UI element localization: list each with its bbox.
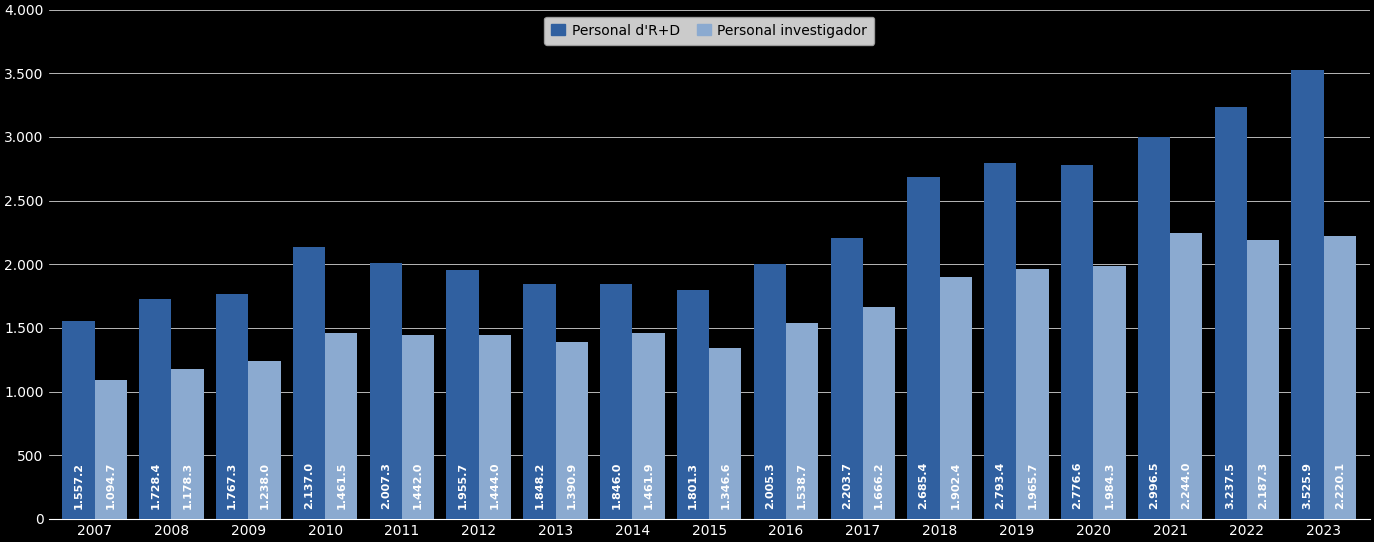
Text: 1.538.7: 1.538.7 bbox=[797, 462, 807, 509]
Bar bbox=[139, 299, 172, 519]
Bar bbox=[1292, 70, 1323, 519]
Bar bbox=[1061, 165, 1094, 519]
Bar bbox=[403, 335, 434, 519]
Bar bbox=[940, 277, 971, 519]
Text: 2.244.0: 2.244.0 bbox=[1182, 461, 1191, 509]
Bar bbox=[1171, 233, 1202, 519]
Bar bbox=[249, 362, 280, 519]
Bar bbox=[555, 342, 588, 519]
Bar bbox=[1248, 241, 1279, 519]
Bar bbox=[1215, 107, 1248, 519]
Text: 2.996.5: 2.996.5 bbox=[1149, 461, 1158, 509]
Text: 3.237.5: 3.237.5 bbox=[1226, 462, 1235, 509]
Text: 1.902.4: 1.902.4 bbox=[951, 461, 960, 509]
Bar bbox=[907, 177, 940, 519]
Text: 1.955.7: 1.955.7 bbox=[458, 462, 467, 509]
Text: 2.005.3: 2.005.3 bbox=[765, 462, 775, 509]
Bar bbox=[1017, 269, 1048, 519]
Bar bbox=[677, 289, 709, 519]
Text: 1.965.7: 1.965.7 bbox=[1028, 461, 1037, 509]
Bar bbox=[62, 321, 95, 519]
Bar bbox=[786, 323, 819, 519]
Bar bbox=[863, 307, 894, 519]
Text: 1.848.2: 1.848.2 bbox=[534, 461, 544, 509]
Bar bbox=[1323, 236, 1356, 519]
Bar bbox=[1094, 266, 1125, 519]
Bar bbox=[370, 263, 403, 519]
Text: 1.846.0: 1.846.0 bbox=[611, 461, 621, 509]
Bar bbox=[447, 270, 478, 519]
Text: 2.137.0: 2.137.0 bbox=[304, 462, 313, 509]
Text: 1.666.2: 1.666.2 bbox=[874, 461, 883, 509]
Text: 1.390.9: 1.390.9 bbox=[566, 462, 577, 509]
Text: 2.776.6: 2.776.6 bbox=[1072, 461, 1083, 509]
Text: 1.442.0: 1.442.0 bbox=[414, 461, 423, 509]
Bar bbox=[216, 294, 249, 519]
Text: 3.525.9: 3.525.9 bbox=[1303, 462, 1312, 509]
Text: 1.801.3: 1.801.3 bbox=[688, 462, 698, 509]
Bar bbox=[478, 335, 511, 519]
Text: 1.444.0: 1.444.0 bbox=[491, 461, 500, 509]
Text: 1.557.2: 1.557.2 bbox=[73, 462, 84, 509]
Text: 2.187.3: 2.187.3 bbox=[1259, 462, 1268, 509]
Text: 1.461.5: 1.461.5 bbox=[337, 461, 346, 509]
Bar bbox=[1138, 138, 1171, 519]
Text: 2.793.4: 2.793.4 bbox=[995, 461, 1006, 509]
Text: 1.461.9: 1.461.9 bbox=[643, 461, 654, 509]
Bar bbox=[984, 163, 1017, 519]
Text: 2.220.1: 2.220.1 bbox=[1336, 462, 1345, 509]
Bar bbox=[600, 284, 632, 519]
Bar bbox=[709, 347, 742, 519]
Text: 1.984.3: 1.984.3 bbox=[1105, 461, 1114, 509]
Text: 1.094.7: 1.094.7 bbox=[106, 461, 115, 509]
Bar bbox=[172, 369, 203, 519]
Text: 1.178.3: 1.178.3 bbox=[183, 462, 192, 509]
Text: 1.238.0: 1.238.0 bbox=[260, 462, 269, 509]
Text: 2.007.3: 2.007.3 bbox=[381, 462, 390, 509]
Text: 1.346.6: 1.346.6 bbox=[720, 461, 731, 509]
Text: 2.203.7: 2.203.7 bbox=[842, 462, 852, 509]
Text: 2.685.4: 2.685.4 bbox=[918, 461, 929, 509]
Text: 1.728.4: 1.728.4 bbox=[150, 461, 161, 509]
Bar bbox=[523, 283, 555, 519]
Bar bbox=[95, 379, 126, 519]
Legend: Personal d'R+D, Personal investigador: Personal d'R+D, Personal investigador bbox=[544, 17, 874, 44]
Bar bbox=[293, 247, 326, 519]
Bar bbox=[326, 333, 357, 519]
Text: 1.767.3: 1.767.3 bbox=[227, 462, 238, 509]
Bar bbox=[632, 333, 665, 519]
Bar bbox=[754, 263, 786, 519]
Bar bbox=[830, 238, 863, 519]
